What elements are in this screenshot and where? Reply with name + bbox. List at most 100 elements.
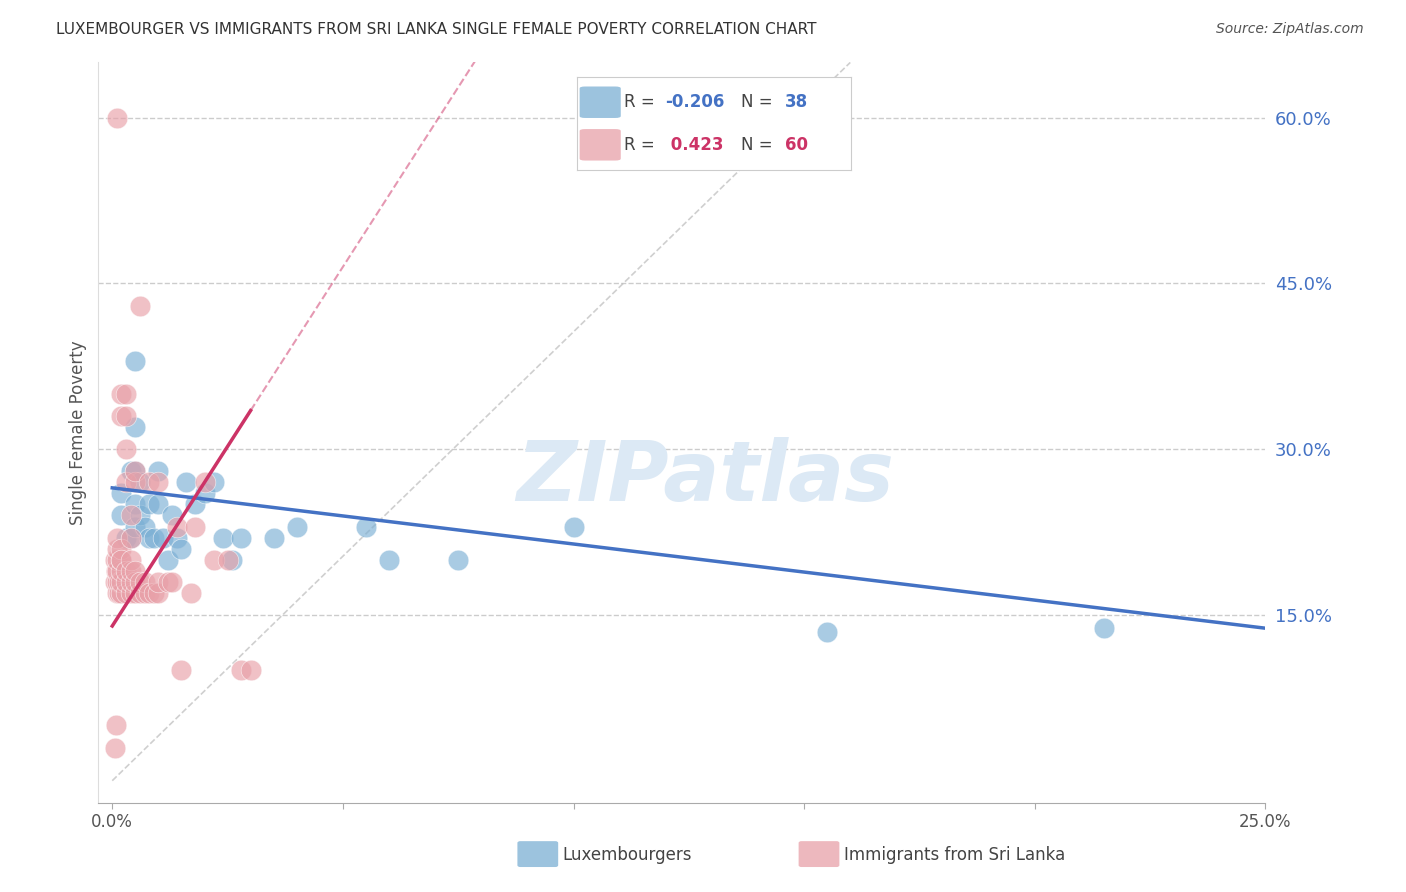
Point [152, 531, 174, 545]
Point [115, 564, 138, 578]
Point [148, 498, 170, 512]
Point [156, 552, 179, 566]
Point [170, 663, 193, 677]
Point [180, 586, 202, 600]
Point [138, 586, 160, 600]
Point [105, 531, 128, 545]
Text: Immigrants from Sri Lanka: Immigrants from Sri Lanka [844, 846, 1064, 863]
Point [231, 531, 253, 545]
Point [110, 409, 132, 423]
Point [231, 663, 253, 677]
Point [354, 519, 377, 533]
Point [115, 586, 138, 600]
Point [142, 586, 165, 600]
Point [129, 475, 152, 490]
Point [110, 508, 132, 523]
Point [115, 409, 138, 423]
Text: Luxembourgers: Luxembourgers [562, 846, 692, 863]
Point [129, 299, 152, 313]
Point [120, 464, 142, 478]
Point [105, 111, 128, 125]
Point [263, 531, 285, 545]
Point [120, 508, 142, 523]
Point [124, 420, 146, 434]
Point [103, 552, 125, 566]
Point [156, 574, 179, 589]
Point [105, 541, 128, 556]
Point [134, 586, 156, 600]
Point [103, 740, 125, 755]
Point [110, 486, 132, 500]
Point [1092, 621, 1115, 635]
Text: Source: ZipAtlas.com: Source: ZipAtlas.com [1216, 22, 1364, 37]
Point [212, 531, 235, 545]
Point [378, 552, 401, 566]
Point [129, 508, 152, 523]
Point [142, 531, 165, 545]
Point [217, 552, 239, 566]
Point [170, 541, 193, 556]
Point [124, 564, 146, 578]
Point [285, 519, 308, 533]
Point [120, 552, 142, 566]
Point [110, 387, 132, 401]
Point [124, 498, 146, 512]
Point [138, 531, 160, 545]
Point [160, 508, 183, 523]
Point [193, 486, 215, 500]
Point [184, 519, 207, 533]
Point [447, 552, 470, 566]
Point [120, 586, 142, 600]
Point [115, 442, 138, 457]
Point [105, 552, 128, 566]
Point [148, 586, 170, 600]
Point [193, 475, 215, 490]
Point [108, 574, 131, 589]
Point [115, 574, 138, 589]
Point [124, 475, 146, 490]
Point [134, 574, 156, 589]
Point [115, 475, 138, 490]
Point [184, 498, 207, 512]
Point [138, 498, 160, 512]
Point [148, 574, 170, 589]
Point [148, 475, 170, 490]
Point [110, 552, 132, 566]
Point [108, 586, 131, 600]
Point [124, 574, 146, 589]
Point [166, 531, 188, 545]
Point [124, 586, 146, 600]
Point [148, 464, 170, 478]
Point [120, 531, 142, 545]
Point [174, 475, 197, 490]
Point [110, 564, 132, 578]
Point [105, 564, 128, 578]
Point [115, 531, 138, 545]
Point [129, 586, 152, 600]
Point [120, 531, 142, 545]
Point [105, 586, 128, 600]
Point [166, 519, 188, 533]
Point [103, 574, 125, 589]
Point [221, 552, 243, 566]
Point [110, 574, 132, 589]
Point [815, 624, 838, 639]
Point [239, 663, 262, 677]
Point [124, 353, 146, 368]
Point [105, 574, 128, 589]
Point [129, 574, 152, 589]
Point [104, 718, 127, 732]
Point [202, 475, 225, 490]
Point [110, 552, 132, 566]
Text: LUXEMBOURGER VS IMMIGRANTS FROM SRI LANKA SINGLE FEMALE POVERTY CORRELATION CHAR: LUXEMBOURGER VS IMMIGRANTS FROM SRI LANK… [56, 22, 817, 37]
Point [134, 519, 156, 533]
Point [138, 475, 160, 490]
Text: ZIPatlas: ZIPatlas [516, 436, 894, 517]
Point [124, 464, 146, 478]
Point [115, 387, 138, 401]
Point [120, 564, 142, 578]
Point [124, 464, 146, 478]
Point [562, 519, 585, 533]
Point [110, 586, 132, 600]
Y-axis label: Single Female Poverty: Single Female Poverty [69, 341, 87, 524]
